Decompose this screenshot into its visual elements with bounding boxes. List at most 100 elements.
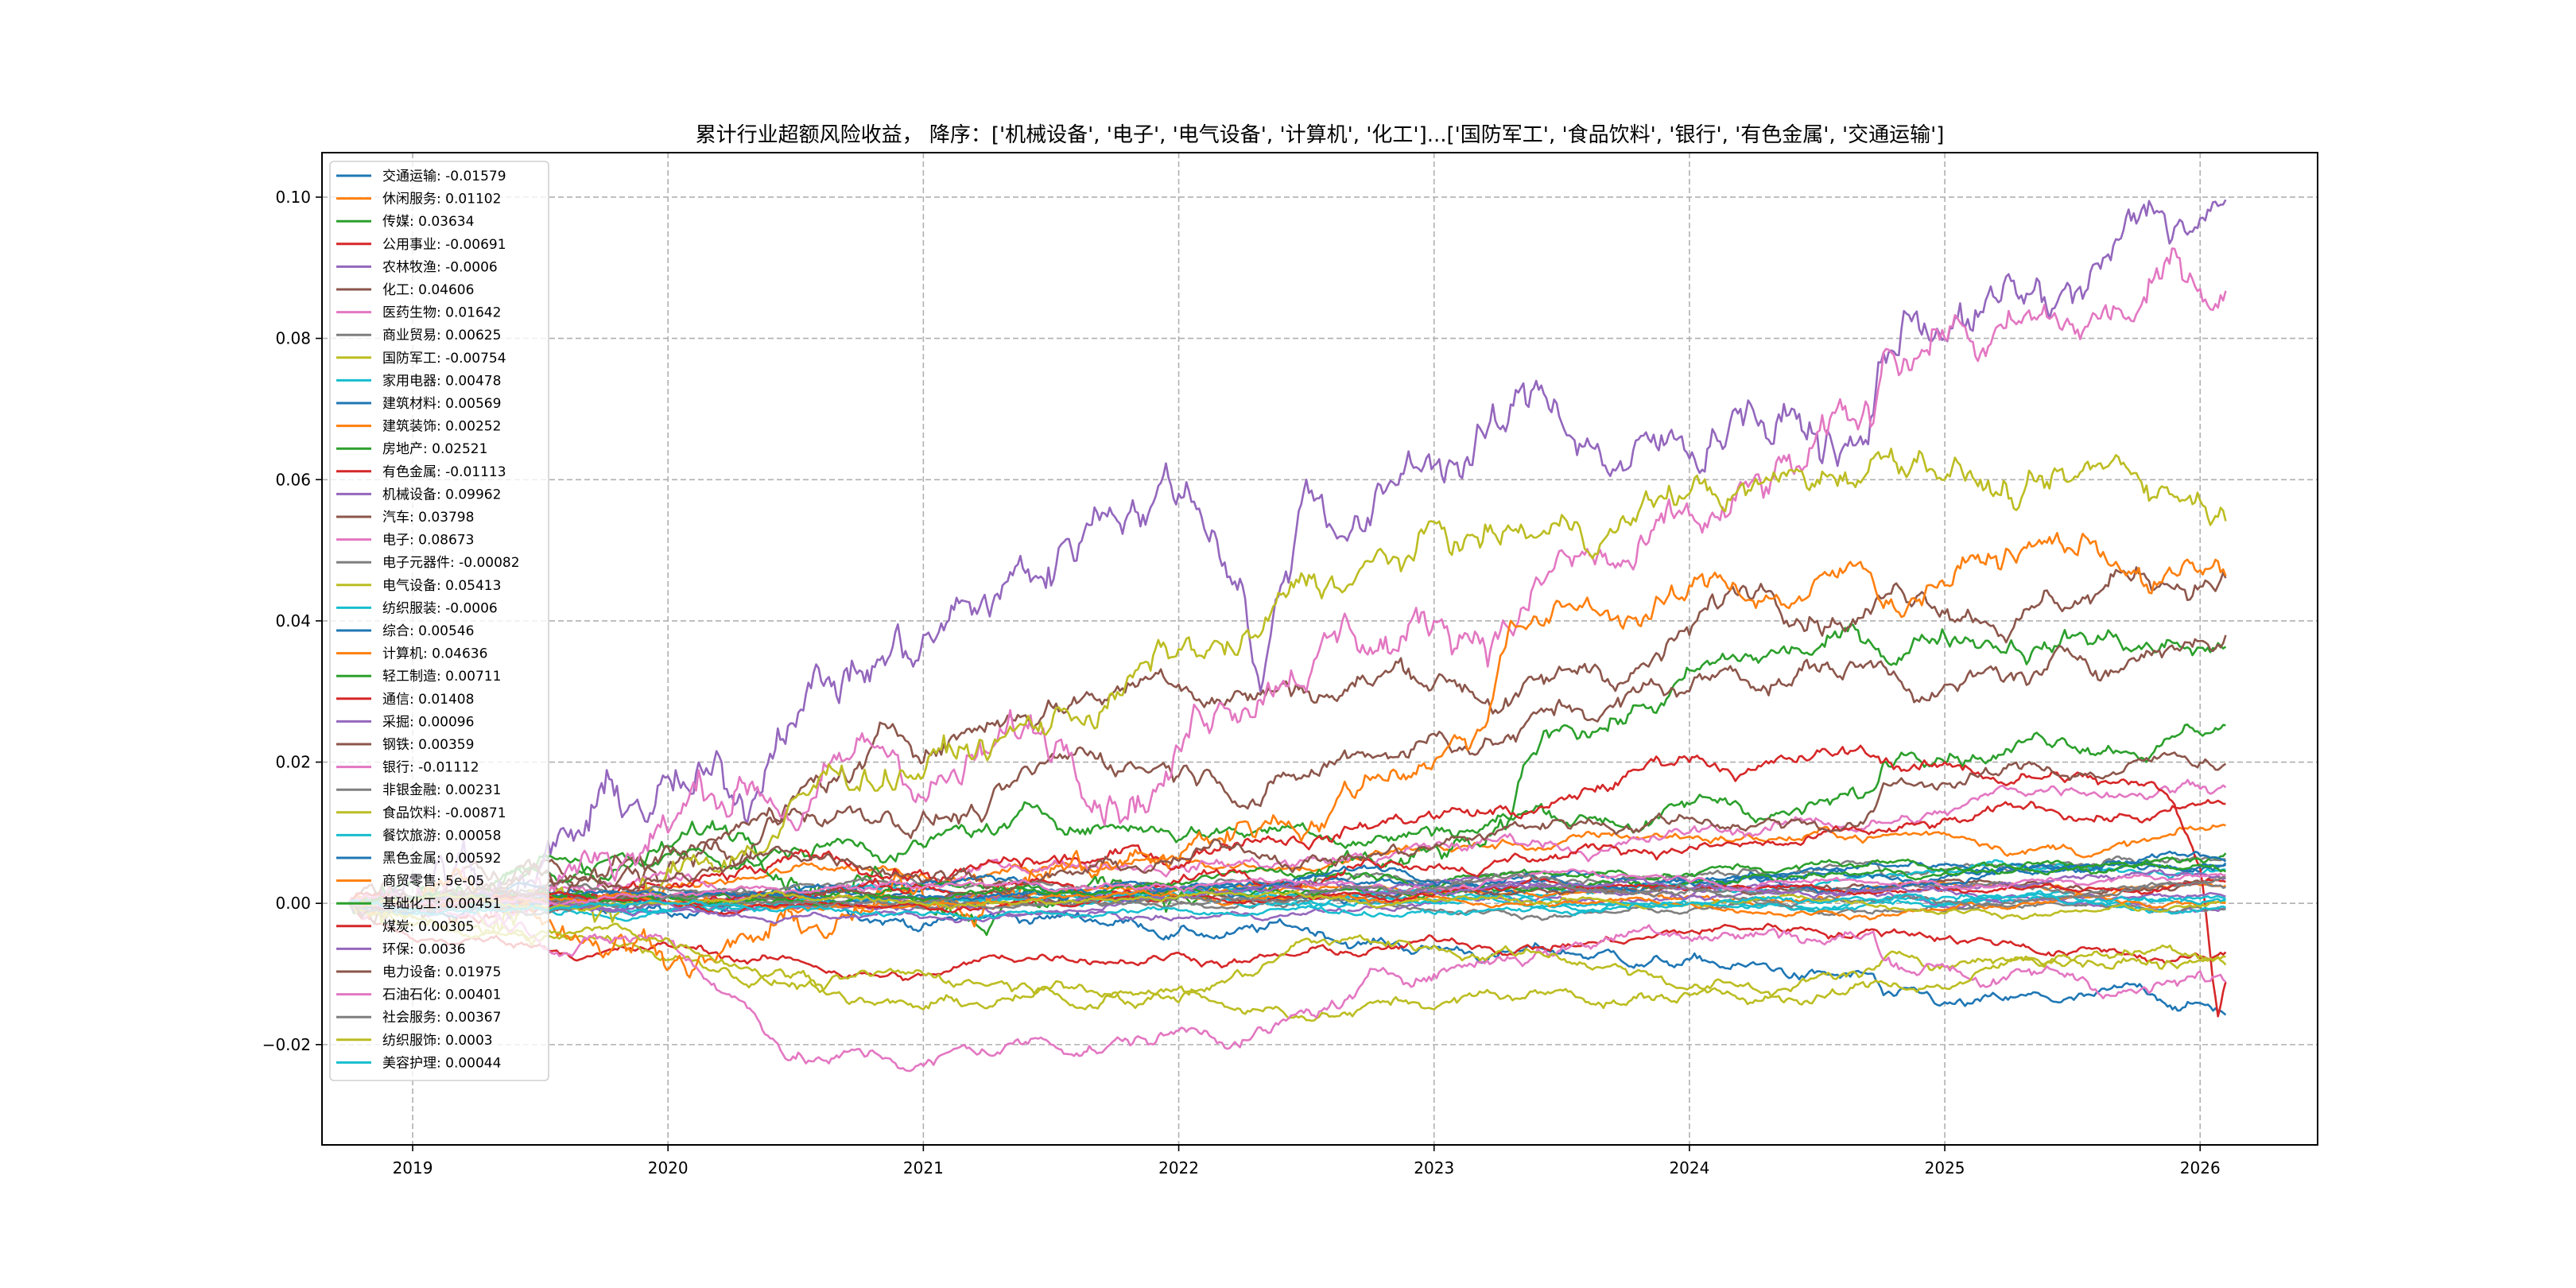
legend-label: 餐饮旅游: 0.00058 <box>382 828 501 844</box>
legend-item: 家用电器: 0.00478 <box>336 373 501 389</box>
x-tick-label: 2026 <box>2180 1158 2221 1177</box>
series-line-美容护理 <box>347 892 2226 920</box>
legend-label: 电气设备: 0.05413 <box>382 578 501 594</box>
series-line-餐饮旅游 <box>348 887 2227 914</box>
series-line-电子 <box>347 247 2227 925</box>
legend-label: 化工: 0.04606 <box>382 282 474 298</box>
legend-item: 建筑材料: 0.00569 <box>336 396 501 412</box>
series-line-房地产 <box>348 724 2226 907</box>
legend-item: 轻工制造: 0.00711 <box>336 669 501 685</box>
legend-item: 建筑装饰: 0.00252 <box>336 419 501 435</box>
legend-item: 汽车: 0.03798 <box>336 510 474 526</box>
legend-item: 综合: 0.00546 <box>336 623 474 639</box>
series-line-电气设备 <box>347 448 2227 930</box>
legend-label: 煤炭: 0.00305 <box>382 919 474 935</box>
legend-item: 化工: 0.04606 <box>336 282 474 298</box>
axis-ticks: 2019 2020 2021 2022 2023 2024 2025 2026 −0.02 0.0… <box>262 188 2221 1177</box>
legend-label: 食品饮料: -0.00871 <box>382 805 506 821</box>
series-line-食品饮料 <box>347 900 2227 1011</box>
legend-label: 基础化工: 0.00451 <box>382 896 501 912</box>
legend-label: 商贸零售: 5e-05 <box>382 874 484 890</box>
legend-label: 休闲服务: 0.01102 <box>382 192 501 208</box>
series-lines <box>347 199 2227 1073</box>
legend-label: 黑色金属: 0.00592 <box>382 851 501 867</box>
legend-label: 采掘: 0.00096 <box>382 714 474 730</box>
legend-item: 交通运输: -0.01579 <box>336 169 506 184</box>
y-tick-label: 0.02 <box>275 753 311 772</box>
legend-label: 建筑装饰: 0.00252 <box>382 419 501 435</box>
legend-item: 采掘: 0.00096 <box>336 714 474 730</box>
legend-label: 商业贸易: 0.00625 <box>382 328 501 343</box>
x-tick-label: 2019 <box>393 1158 433 1177</box>
legend-label: 银行: -0.01112 <box>382 760 479 776</box>
chart-title: 累计行业超额风险收益， 降序：['机械设备', '电子', '电气设备', '计… <box>696 123 1945 147</box>
legend-label: 国防军工: -0.00754 <box>382 351 506 367</box>
legend-label: 钢铁: 0.00359 <box>382 737 474 753</box>
legend-item: 商贸零售: 5e-05 <box>336 874 484 890</box>
legend-item: 钢铁: 0.00359 <box>336 737 474 753</box>
legend-label: 医药生物: 0.01642 <box>382 305 501 321</box>
legend-label: 机械设备: 0.09962 <box>382 487 501 502</box>
series-line-医药生物 <box>348 778 2227 910</box>
legend-label: 有色金属: -0.01113 <box>382 464 506 480</box>
y-tick-label: 0.10 <box>275 188 311 207</box>
legend-item: 电气设备: 0.05413 <box>336 578 501 594</box>
legend-label: 轻工制造: 0.00711 <box>382 669 501 685</box>
legend-item: 环保: 0.0036 <box>336 941 466 957</box>
y-tick-label: 0.04 <box>275 611 311 630</box>
legend-label: 农林牧渔: -0.0006 <box>382 259 498 275</box>
legend-label: 电力设备: 0.01975 <box>382 964 501 980</box>
legend-item: 黑色金属: 0.00592 <box>336 851 501 867</box>
legend-label: 交通运输: -0.01579 <box>382 169 506 184</box>
series-line-黑色金属 <box>348 850 2227 912</box>
y-tick-label: 0.06 <box>275 470 311 489</box>
legend-item: 基础化工: 0.00451 <box>336 896 501 912</box>
series-line-公用事业 <box>347 902 2227 982</box>
legend-item: 医药生物: 0.01642 <box>336 305 501 321</box>
legend-item: 电力设备: 0.01975 <box>336 964 501 980</box>
legend-item: 纺织服饰: 0.0003 <box>336 1033 493 1049</box>
legend-label: 社会服务: 0.00367 <box>382 1010 501 1026</box>
x-tick-label: 2021 <box>903 1158 944 1177</box>
series-line-电力设备 <box>348 751 2227 918</box>
legend-item: 商业贸易: 0.00625 <box>336 328 501 343</box>
legend-label: 石油石化: 0.00401 <box>382 987 501 1003</box>
plot-frame <box>321 152 2318 1146</box>
legend-item: 通信: 0.01408 <box>336 692 474 708</box>
legend-item: 电子元器件: -0.00082 <box>336 555 520 571</box>
legend: 交通运输: -0.01579 休闲服务: 0.01102 传媒: 0.03634 公用… <box>329 161 549 1081</box>
x-tick-label: 2023 <box>1414 1158 1454 1177</box>
y-tick-label: 0.08 <box>275 329 311 348</box>
series-line-机械设备 <box>347 199 2227 920</box>
x-tick-label: 2020 <box>648 1158 689 1177</box>
legend-item: 纺织服装: -0.0006 <box>336 600 498 616</box>
series-line-国防军工 <box>348 898 2226 1022</box>
legend-item: 机械设备: 0.09962 <box>336 487 501 502</box>
legend-label: 传媒: 0.03634 <box>382 214 474 230</box>
legend-item: 有色金属: -0.01113 <box>336 464 506 480</box>
series-line-银行 <box>348 892 2227 1073</box>
legend-label: 汽车: 0.03798 <box>382 510 474 526</box>
legend-label: 非银金融: 0.00231 <box>382 782 501 798</box>
legend-label: 美容护理: 0.00044 <box>382 1055 501 1071</box>
legend-label: 计算机: 0.04636 <box>382 646 487 662</box>
legend-item: 电子: 0.08673 <box>336 533 474 549</box>
legend-item: 房地产: 0.02521 <box>336 441 487 457</box>
legend-item: 食品饮料: -0.00871 <box>336 805 506 821</box>
legend-label: 纺织服饰: 0.0003 <box>382 1033 493 1049</box>
legend-item: 社会服务: 0.00367 <box>336 1010 501 1026</box>
series-line-基础化工 <box>348 861 2227 907</box>
legend-item: 传媒: 0.03634 <box>336 214 474 230</box>
legend-label: 纺织服装: -0.0006 <box>382 600 498 616</box>
series-line-汽车 <box>348 634 2227 925</box>
y-tick-label: 0.00 <box>275 894 311 913</box>
legend-item: 计算机: 0.04636 <box>336 646 487 662</box>
legend-item: 煤炭: 0.00305 <box>336 919 474 935</box>
legend-item: 休闲服务: 0.01102 <box>336 192 501 208</box>
series-line-社会服务 <box>348 873 2226 917</box>
x-tick-label: 2025 <box>1925 1158 1965 1177</box>
legend-label: 电子元器件: -0.00082 <box>382 555 520 571</box>
legend-box <box>329 161 549 1081</box>
legend-item: 国防军工: -0.00754 <box>336 351 506 367</box>
legend-label: 综合: 0.00546 <box>382 623 474 639</box>
